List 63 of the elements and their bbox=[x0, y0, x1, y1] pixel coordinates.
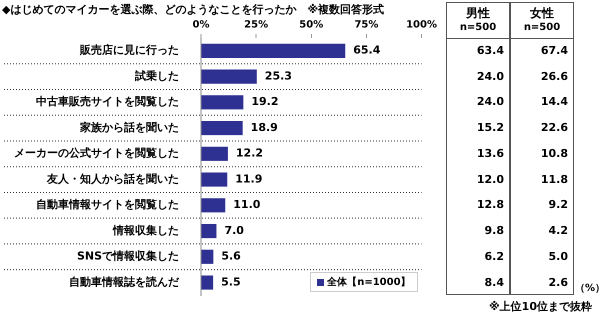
data-label: 11.9 bbox=[235, 172, 262, 186]
data-label: 12.2 bbox=[236, 146, 264, 160]
bar bbox=[202, 146, 228, 161]
data-label: 65.4 bbox=[353, 44, 381, 57]
x-tick-label: 男性 bbox=[464, 5, 491, 22]
y-tick-label: 自動車情報サイトを閲覧した bbox=[36, 198, 179, 212]
text: n=500 bbox=[522, 22, 562, 33]
x-tick-label: 女性 bbox=[529, 5, 555, 22]
bar bbox=[202, 224, 216, 238]
data-label: 19.2 bbox=[251, 95, 278, 108]
chart-title: ◆はじめてのマイカーを選ぶ際、どのようなことを行ったか ※複数回答形式 bbox=[2, 2, 384, 17]
x-tick-label: 0% bbox=[192, 20, 210, 31]
bar bbox=[202, 198, 226, 212]
bar bbox=[202, 275, 214, 290]
data-label: 11.0 bbox=[233, 198, 261, 212]
y-tick-label: 情報収集した bbox=[112, 224, 179, 237]
data-label: 26.6 bbox=[540, 70, 569, 83]
text: n=500 bbox=[458, 22, 498, 33]
x-tick-label: 25% bbox=[244, 20, 268, 31]
data-label: 10.8 bbox=[540, 146, 569, 160]
data-label: 12.8 bbox=[476, 198, 505, 212]
y-tick-label: 友人・知人から話を聞いた bbox=[46, 172, 179, 186]
x-tick-label: 75% bbox=[354, 20, 378, 31]
text: （%） bbox=[575, 282, 600, 296]
data-label: 9.2 bbox=[548, 198, 569, 212]
data-label: 5.5 bbox=[221, 275, 241, 288]
data-label: 8.4 bbox=[484, 276, 505, 289]
bar bbox=[202, 250, 214, 264]
data-label: 15.2 bbox=[476, 121, 505, 134]
y-tick-label: 販売店に見に行った bbox=[79, 44, 179, 57]
data-label: 14.4 bbox=[540, 95, 569, 108]
data-label: 67.4 bbox=[540, 44, 569, 57]
data-label: 11.8 bbox=[540, 172, 569, 186]
bar bbox=[202, 44, 346, 58]
text: ※上位10位まで抜粋 bbox=[488, 299, 592, 314]
data-label: 6.2 bbox=[484, 250, 505, 263]
data-label: 9.8 bbox=[484, 224, 505, 238]
data-label: 5.6 bbox=[221, 250, 242, 263]
y-tick-label: 自動車情報誌を読んだ bbox=[69, 275, 180, 288]
data-label: 13.6 bbox=[476, 146, 505, 160]
x-tick-label: 50% bbox=[299, 20, 324, 31]
legend-label: 全体【n=1000】 bbox=[327, 276, 411, 290]
y-tick-label: SNSで情報収集した bbox=[76, 250, 179, 263]
data-label: 12.0 bbox=[476, 172, 505, 186]
data-label: 22.6 bbox=[540, 121, 569, 134]
y-tick-label: 試乗した bbox=[134, 69, 179, 82]
data-label: 24.0 bbox=[476, 95, 505, 108]
data-label: 5.0 bbox=[548, 250, 569, 263]
y-tick-label: 家族から話を聞いた bbox=[79, 120, 179, 134]
y-tick-label: 中古車販売サイトを閲覧した bbox=[36, 95, 179, 108]
data-label: 7.0 bbox=[224, 224, 244, 237]
data-label: 4.2 bbox=[548, 224, 569, 238]
data-label: 2.6 bbox=[548, 276, 569, 289]
data-label: 18.9 bbox=[250, 120, 278, 134]
bar bbox=[202, 172, 228, 187]
data-label: 25.3 bbox=[264, 69, 292, 82]
x-tick-label: 100% bbox=[406, 20, 438, 31]
data-label: 63.4 bbox=[476, 44, 505, 57]
y-tick-label: メーカーの公式サイトを閲覧した bbox=[14, 146, 179, 160]
data-label: 24.0 bbox=[476, 70, 505, 83]
bar bbox=[202, 95, 244, 110]
bar bbox=[202, 121, 243, 136]
bar bbox=[202, 70, 257, 84]
